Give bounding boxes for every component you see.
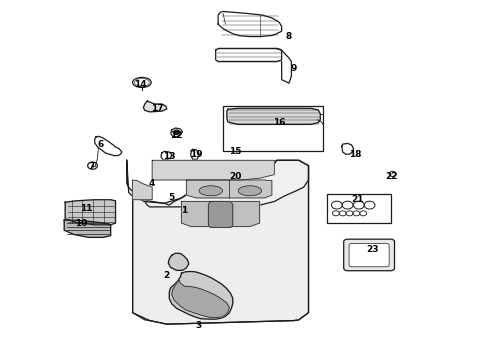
Text: 4: 4	[149, 179, 155, 188]
Text: 6: 6	[98, 140, 104, 149]
Text: 20: 20	[229, 172, 242, 181]
Text: 11: 11	[80, 204, 93, 213]
Text: 18: 18	[349, 150, 361, 159]
FancyBboxPatch shape	[349, 243, 389, 267]
Polygon shape	[229, 169, 241, 180]
Polygon shape	[169, 271, 233, 319]
Text: 19: 19	[190, 150, 202, 159]
Polygon shape	[171, 128, 182, 137]
Polygon shape	[144, 101, 167, 112]
Polygon shape	[227, 108, 320, 125]
FancyBboxPatch shape	[343, 239, 394, 271]
Text: 13: 13	[163, 152, 175, 161]
Text: 2: 2	[164, 270, 170, 279]
Ellipse shape	[133, 77, 151, 87]
Ellipse shape	[238, 186, 262, 196]
Text: 3: 3	[196, 321, 202, 330]
Polygon shape	[277, 48, 292, 83]
Polygon shape	[65, 200, 116, 225]
Polygon shape	[127, 160, 309, 207]
Polygon shape	[161, 151, 171, 160]
Text: 5: 5	[169, 193, 175, 202]
Polygon shape	[152, 160, 274, 180]
Text: 7: 7	[88, 162, 94, 171]
Bar	[223, 107, 323, 151]
Polygon shape	[95, 136, 122, 156]
Ellipse shape	[199, 186, 222, 196]
Text: 22: 22	[385, 172, 398, 181]
Polygon shape	[172, 280, 229, 318]
Polygon shape	[133, 160, 309, 324]
Polygon shape	[133, 180, 152, 200]
Polygon shape	[216, 48, 282, 62]
Text: 10: 10	[75, 219, 88, 228]
Text: 14: 14	[134, 81, 146, 90]
Polygon shape	[208, 202, 233, 227]
Text: 16: 16	[273, 118, 286, 127]
Text: 1: 1	[181, 206, 187, 215]
Polygon shape	[168, 253, 189, 270]
Text: 12: 12	[171, 131, 183, 140]
Text: 17: 17	[151, 104, 163, 113]
Text: 8: 8	[286, 32, 292, 41]
Polygon shape	[181, 202, 260, 226]
Polygon shape	[218, 12, 282, 37]
Bar	[327, 194, 391, 223]
Text: 9: 9	[291, 64, 297, 73]
Polygon shape	[191, 149, 199, 159]
Text: 15: 15	[229, 147, 242, 156]
Text: 21: 21	[351, 195, 364, 204]
Text: 23: 23	[366, 246, 378, 255]
Polygon shape	[64, 220, 111, 237]
Polygon shape	[186, 180, 272, 198]
Circle shape	[173, 130, 179, 134]
Polygon shape	[342, 143, 353, 154]
